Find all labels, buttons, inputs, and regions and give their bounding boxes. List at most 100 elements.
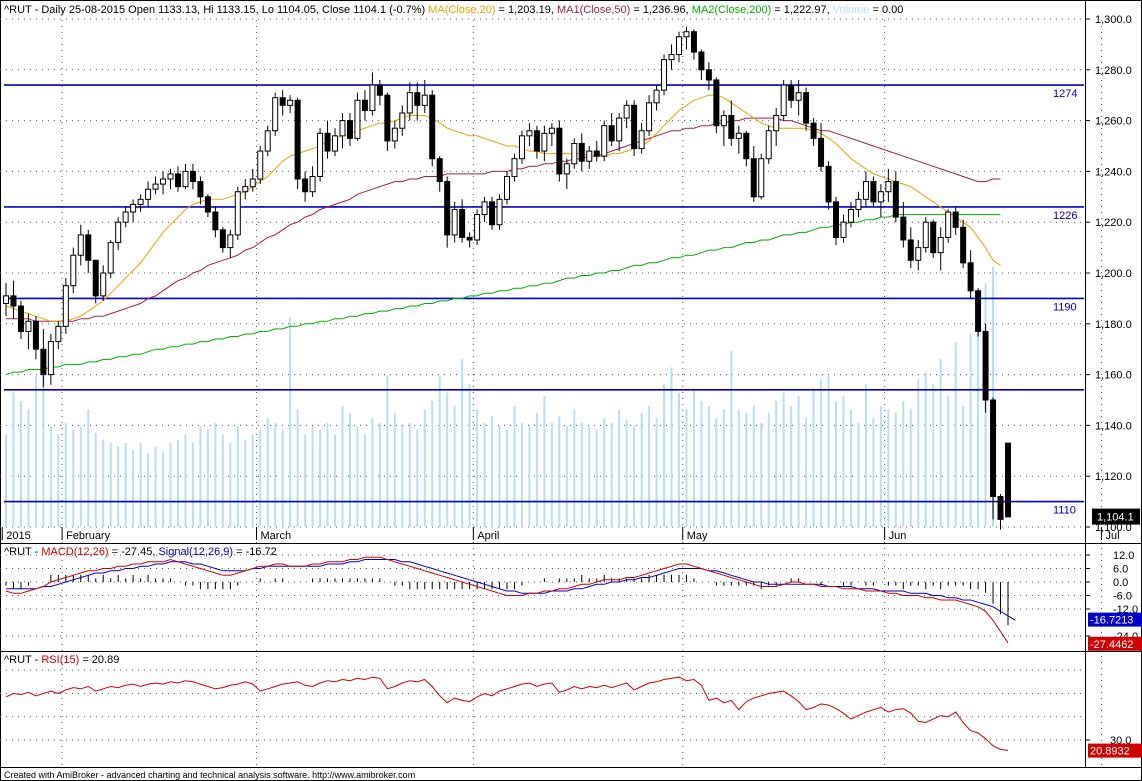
volume-bar [139,443,142,527]
volume-bar [663,384,666,527]
volume-bar [27,409,30,527]
volume-bar [528,426,531,527]
price-tick-label: 1,240.0 [1095,166,1132,178]
volume-bar [969,333,972,527]
candle [92,259,99,304]
volume-bar [947,395,950,527]
volume-bar [730,350,733,527]
candle [563,158,570,190]
volume-bar [176,439,179,527]
candle [62,278,69,334]
level-label: 1226 [1053,210,1077,222]
volume-bar [206,429,209,527]
candle [877,184,884,218]
candle [780,79,787,121]
volume-bar [625,419,628,527]
volume-bar [715,417,718,527]
month-label: May [687,530,708,542]
candle [384,92,391,152]
volume-bar [79,426,82,527]
candle [773,107,780,146]
volume-bar [595,429,598,527]
volume-bar [573,409,576,527]
volume-bar [580,422,583,527]
candle [750,146,757,202]
volume-bar [872,417,875,527]
volume-bar [184,434,187,527]
candle [601,120,608,162]
macd-title-part: Signal(12,26,9) [158,546,233,558]
rsi-panel [5,676,1009,751]
candle [444,176,451,248]
price-title-part: MA2(Close,200) [692,4,771,16]
candle [130,199,137,223]
volume-bar [491,416,494,527]
month-label: Jun [889,530,907,542]
volume-bar [887,409,890,527]
candle [399,105,406,136]
candle [302,171,309,202]
rsi-title-part: ^RUT - [4,654,41,666]
candle [496,194,503,230]
candle [481,196,488,223]
price-tick-label: 1,120.0 [1095,471,1132,483]
rsi-value-box: 20.8932 [1088,743,1142,758]
volume-bar [438,375,441,527]
candle [264,125,271,157]
volume-bar [461,359,464,527]
price-tick-label: 1,220.0 [1095,217,1132,229]
volume-bar [124,443,127,527]
volume-bar [401,426,404,527]
candle [922,217,929,253]
candle [870,176,877,207]
candle [668,44,675,70]
volume-bar [977,308,980,527]
volume-bar [468,384,471,527]
candle [646,95,653,136]
candle [533,125,540,159]
candle [990,397,997,520]
rsi-panel-title: ^RUT - RSI(15) = 20.89 [4,654,119,666]
volume-bar [707,406,710,527]
candle [339,112,346,149]
candle [548,123,555,146]
candle [429,90,436,167]
candle [436,156,443,192]
volume-bar [692,389,695,527]
candle [623,100,630,129]
volume-bar [752,406,755,527]
volume-bar [446,392,449,527]
candle [900,201,907,248]
ma200-line [5,214,1001,376]
candle [182,163,189,190]
candle [518,130,525,164]
level-label: 1190 [1053,301,1077,313]
volume-bar [498,426,501,527]
volume-bar [932,384,935,527]
candle [556,120,563,182]
candle [189,163,196,190]
volume-bar [827,375,830,527]
volume-bar [356,426,359,527]
candle [915,239,922,271]
last-price-box: 1,104.1 [1092,508,1140,525]
candle [675,31,682,63]
volume-bar [408,422,411,527]
volume-bar [535,412,538,527]
candle [593,140,600,162]
candle [862,171,869,207]
volume-bar [132,449,135,527]
candle [474,209,481,246]
volume-bar [363,434,366,527]
price-panel-title: ^RUT - Daily 25-08-2015 Open 1133.13, Hi… [4,4,903,16]
candle [376,79,383,106]
volume-bar [700,401,703,527]
price-title-part: Volume [833,4,870,16]
candle [369,72,376,116]
volume-bar [483,422,486,527]
volume-bar [506,429,508,527]
candle [511,153,518,182]
macd-line [5,556,1009,644]
macd-value-label: -27.4462 [1090,639,1133,651]
price-tick-label: 1,200.0 [1095,268,1132,280]
